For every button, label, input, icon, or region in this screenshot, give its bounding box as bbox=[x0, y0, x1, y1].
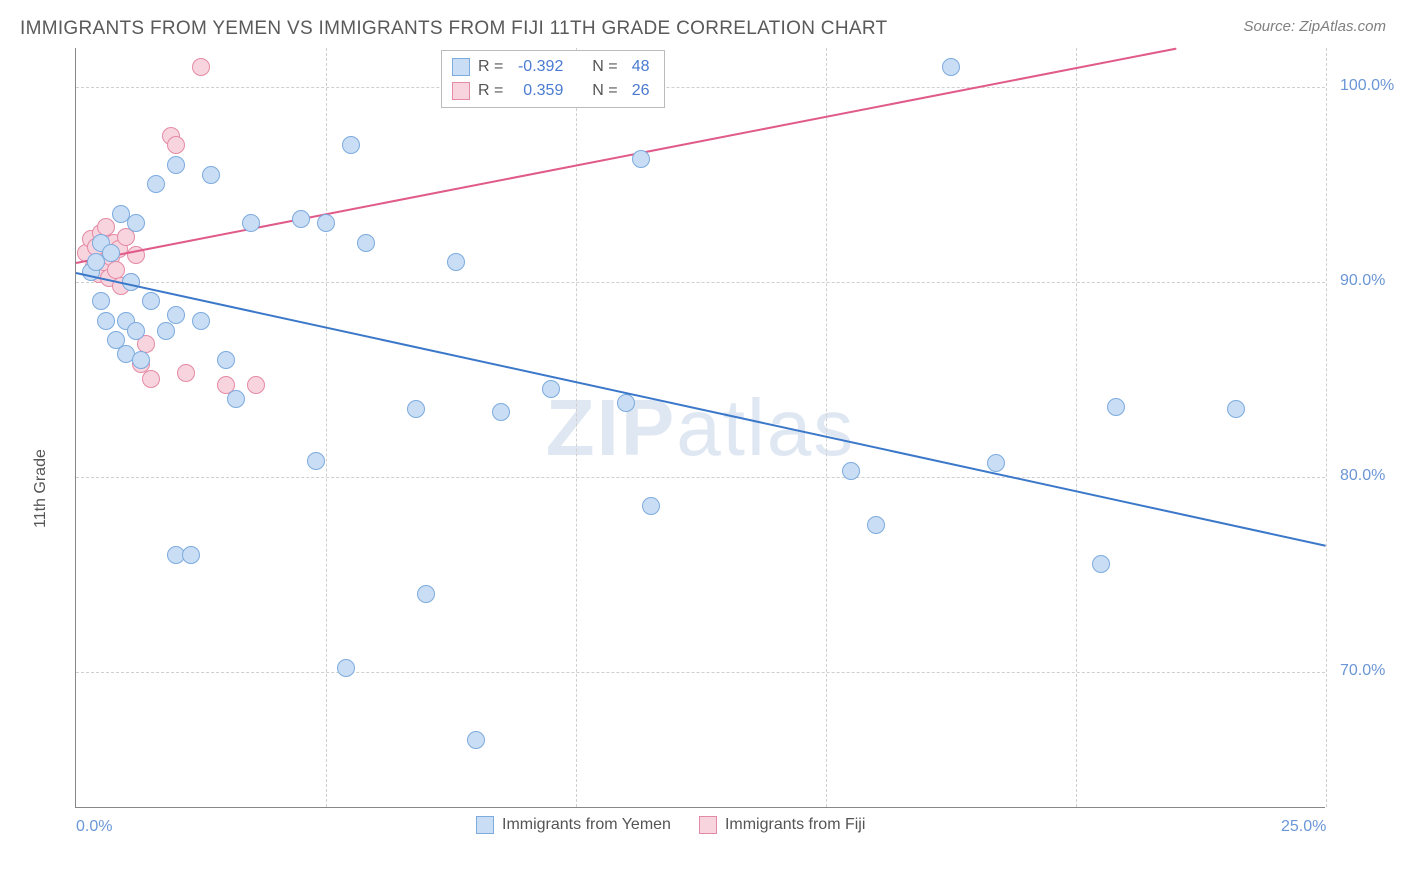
plot-area: ZIPatlas 70.0%80.0%90.0%100.0%0.0%25.0%R… bbox=[75, 48, 1325, 808]
fiji-point bbox=[192, 58, 210, 76]
yemen-point bbox=[167, 156, 185, 174]
gridline-vertical bbox=[826, 48, 827, 807]
gridline-horizontal bbox=[76, 282, 1325, 283]
x-tick-label: 0.0% bbox=[76, 818, 112, 836]
yemen-point bbox=[357, 234, 375, 252]
yemen-point bbox=[292, 210, 310, 228]
yemen-point bbox=[97, 312, 115, 330]
yemen-point bbox=[867, 516, 885, 534]
source-attribution: Source: ZipAtlas.com bbox=[1243, 18, 1386, 35]
swatch-fiji bbox=[452, 82, 470, 100]
y-tick-label: 90.0% bbox=[1340, 272, 1385, 290]
fiji-point bbox=[142, 370, 160, 388]
legend-item-fiji: Immigrants from Fiji bbox=[699, 816, 865, 834]
yemen-point bbox=[417, 585, 435, 603]
fiji-point bbox=[177, 364, 195, 382]
series-legend: Immigrants from Yemen Immigrants from Fij… bbox=[476, 816, 865, 834]
y-tick-label: 80.0% bbox=[1340, 467, 1385, 485]
yemen-point bbox=[842, 462, 860, 480]
yemen-point bbox=[1107, 398, 1125, 416]
yemen-point bbox=[102, 244, 120, 262]
yemen-point bbox=[632, 150, 650, 168]
yemen-point bbox=[317, 214, 335, 232]
yemen-point bbox=[642, 497, 660, 515]
yemen-point bbox=[407, 400, 425, 418]
yemen-point bbox=[987, 454, 1005, 472]
fiji-point bbox=[167, 136, 185, 154]
swatch-yemen bbox=[476, 816, 494, 834]
gridline-horizontal bbox=[76, 672, 1325, 673]
gridline-vertical bbox=[1076, 48, 1077, 807]
y-tick-label: 100.0% bbox=[1340, 77, 1394, 95]
y-axis-label: 11th Grade bbox=[32, 449, 50, 528]
yemen-trendline bbox=[76, 272, 1326, 547]
yemen-point bbox=[182, 546, 200, 564]
gridline-vertical bbox=[326, 48, 327, 807]
yemen-point bbox=[227, 390, 245, 408]
yemen-point bbox=[147, 175, 165, 193]
yemen-point bbox=[167, 306, 185, 324]
legend-label-fiji: Immigrants from Fiji bbox=[725, 816, 865, 834]
yemen-point bbox=[447, 253, 465, 271]
gridline-vertical bbox=[576, 48, 577, 807]
y-tick-label: 70.0% bbox=[1340, 662, 1385, 680]
x-tick-label: 25.0% bbox=[1281, 818, 1326, 836]
yemen-point bbox=[467, 731, 485, 749]
swatch-fiji bbox=[699, 816, 717, 834]
swatch-yemen bbox=[452, 58, 470, 76]
correlation-legend: R =-0.392 N =48R =0.359 N =26 bbox=[441, 50, 665, 108]
legend-label-yemen: Immigrants from Yemen bbox=[502, 816, 671, 834]
watermark: ZIPatlas bbox=[546, 382, 855, 474]
yemen-point bbox=[217, 351, 235, 369]
yemen-point bbox=[342, 136, 360, 154]
yemen-point bbox=[157, 322, 175, 340]
gridline-horizontal bbox=[76, 477, 1325, 478]
yemen-point bbox=[127, 214, 145, 232]
yemen-point bbox=[307, 452, 325, 470]
yemen-point bbox=[1092, 555, 1110, 573]
yemen-point bbox=[192, 312, 210, 330]
chart-title: IMMIGRANTS FROM YEMEN VS IMMIGRANTS FROM… bbox=[20, 18, 887, 40]
yemen-point bbox=[242, 214, 260, 232]
yemen-point bbox=[492, 403, 510, 421]
yemen-point bbox=[132, 351, 150, 369]
yemen-point bbox=[142, 292, 160, 310]
yemen-point bbox=[542, 380, 560, 398]
yemen-point bbox=[337, 659, 355, 677]
yemen-point bbox=[202, 166, 220, 184]
gridline-horizontal bbox=[76, 87, 1325, 88]
legend-item-yemen: Immigrants from Yemen bbox=[476, 816, 671, 834]
yemen-point bbox=[942, 58, 960, 76]
legend-row-yemen: R =-0.392 N =48 bbox=[452, 55, 654, 79]
yemen-point bbox=[127, 322, 145, 340]
yemen-point bbox=[92, 292, 110, 310]
gridline-vertical bbox=[1326, 48, 1327, 807]
fiji-point bbox=[247, 376, 265, 394]
yemen-point bbox=[1227, 400, 1245, 418]
legend-row-fiji: R =0.359 N =26 bbox=[452, 79, 654, 103]
yemen-point bbox=[617, 394, 635, 412]
